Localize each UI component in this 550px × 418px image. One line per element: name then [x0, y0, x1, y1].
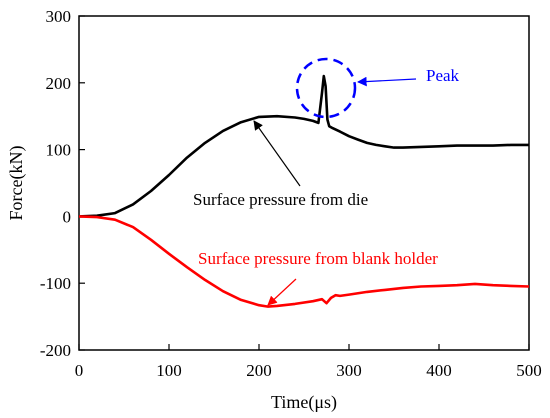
- x-tick-label: 300: [336, 361, 362, 380]
- x-tick-label: 400: [426, 361, 452, 380]
- y-tick-label: 200: [46, 74, 72, 93]
- y-tick-label: 100: [46, 141, 72, 160]
- die-label-arrow: [253, 120, 301, 187]
- series-line-die: [78, 74, 529, 218]
- die-series-label: Surface pressure from die: [193, 190, 368, 209]
- x-axis-title: Time(μs): [271, 392, 337, 413]
- x-tick-label: 100: [156, 361, 182, 380]
- y-tick-label: 300: [46, 7, 72, 26]
- y-tick-label: 0: [63, 207, 72, 226]
- y-axis: -200 -100 0 100 200 300: [40, 7, 85, 360]
- plot-frame: [78, 15, 530, 351]
- blank-holder-series-label: Surface pressure from blank holder: [198, 249, 438, 268]
- x-tick-label: 0: [75, 361, 84, 380]
- peak-highlight-circle: [295, 57, 357, 119]
- y-tick-label: -100: [40, 274, 71, 293]
- series-layer: [78, 74, 530, 308]
- y-tick-label: -200: [40, 341, 71, 360]
- blank-holder-label-arrow: [267, 278, 297, 306]
- x-tick-label: 200: [246, 361, 272, 380]
- y-axis-title: Force(kN): [6, 146, 27, 221]
- x-tick-label: 500: [516, 361, 542, 380]
- peak-label: Peak: [426, 66, 460, 85]
- x-axis: 0 100 200 300 400 500: [75, 344, 542, 380]
- series-line-blank-holder: [78, 215, 530, 308]
- peak-arrow: [357, 76, 417, 87]
